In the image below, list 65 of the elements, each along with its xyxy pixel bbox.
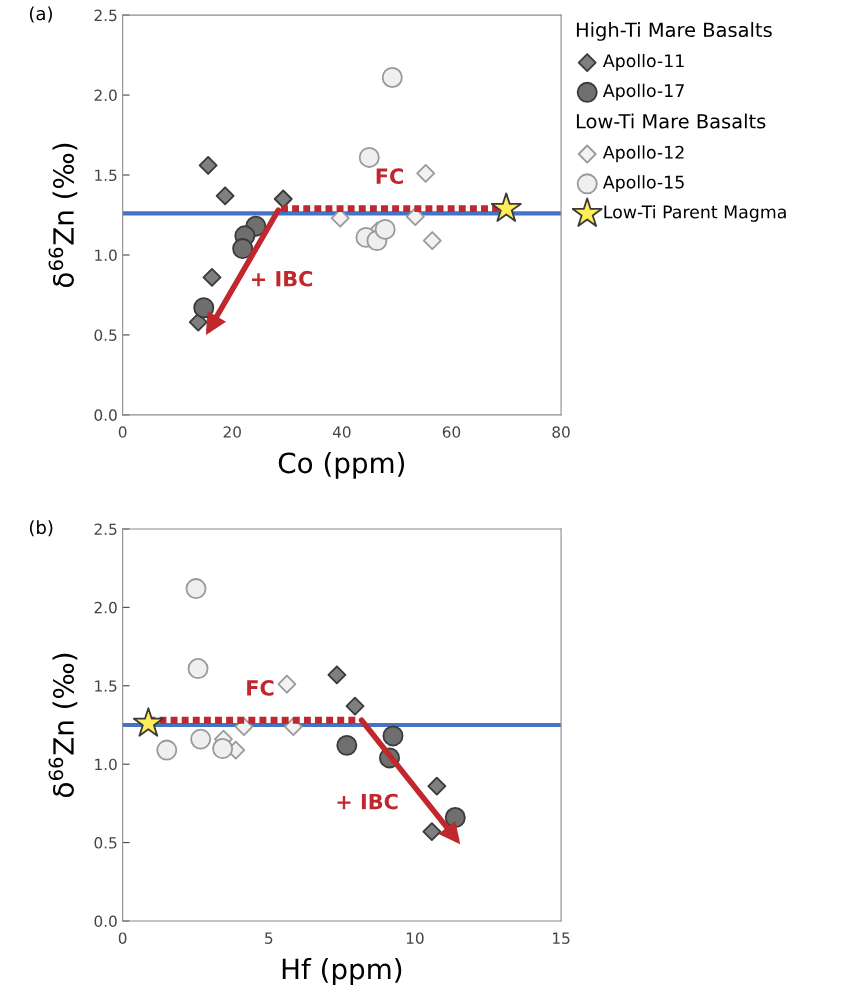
point [132,707,164,737]
point [187,658,209,680]
y-tick-label: 0.0 [94,409,117,421]
point [422,822,442,842]
x-tick-label: 40 [332,426,351,438]
point [490,192,522,222]
legend-label: Apollo-11 [602,53,684,71]
legend-label: Apollo-15 [602,175,684,192]
legend-label: Low-Ti Parent Magma [604,205,786,222]
x-tick-label: 5 [265,932,273,944]
point [188,312,208,332]
x-axis-title: Hf (ppm) [282,958,402,985]
point [202,267,222,287]
point [345,696,365,716]
point [212,738,234,759]
point [215,186,235,206]
point [193,297,215,319]
y-tick-label: 1.0 [95,249,117,261]
x-tick-label: 15 [553,932,570,944]
point [273,189,293,209]
point [277,674,297,694]
y-axis-title: δ$^{66}$Zn (‰) [48,653,78,798]
text: Low-Ti Mare Basalts [576,113,766,129]
y-tick-label: 2.5 [94,9,117,22]
point [427,776,447,796]
legend-title: High-Ti Mare Basalts [576,22,772,41]
y-tick-label: 2.5 [94,523,117,535]
point [422,231,442,250]
point [382,725,404,747]
x-tick-label: 80 [552,426,570,438]
annotation: + IBC [251,270,313,287]
annotation: FC [376,168,403,185]
y-axis-title: δ$^{66}$Zn (‰) [48,143,78,288]
x-axis-title: Co (ppm) [278,451,405,479]
point [185,578,207,600]
point [190,728,212,750]
x-tick-label: 10 [406,932,424,944]
point [232,238,254,260]
annotation: FC [247,680,274,696]
point [336,734,358,756]
annotation: + IBC [337,793,398,810]
y-tick-label: 2.0 [94,601,117,614]
point [327,665,347,685]
chart-title: (a) [29,6,52,23]
x-tick-label: 0 [118,426,127,438]
y-tick-label: 0.5 [94,837,117,849]
point [198,156,218,175]
legend-label: Apollo-17 [602,83,684,101]
point [374,218,396,240]
point [358,146,380,168]
point [381,66,403,88]
point [156,739,178,761]
legend-label: Apollo-12 [602,145,684,163]
y-tick-label: 1.5 [95,680,117,692]
y-tick-label: 1.0 [95,758,117,771]
y-tick-label: 1.5 [95,169,117,182]
x-tick-label: 0 [118,932,127,944]
point [405,207,425,227]
y-tick-label: 0.0 [94,915,117,928]
x-tick-label: 60 [442,426,461,438]
point [416,164,436,183]
y-tick-label: 2.0 [94,89,117,102]
y-tick-label: 0.5 [94,329,117,341]
x-tick-label: 20 [223,426,241,438]
chart-title: (b) [29,520,53,537]
